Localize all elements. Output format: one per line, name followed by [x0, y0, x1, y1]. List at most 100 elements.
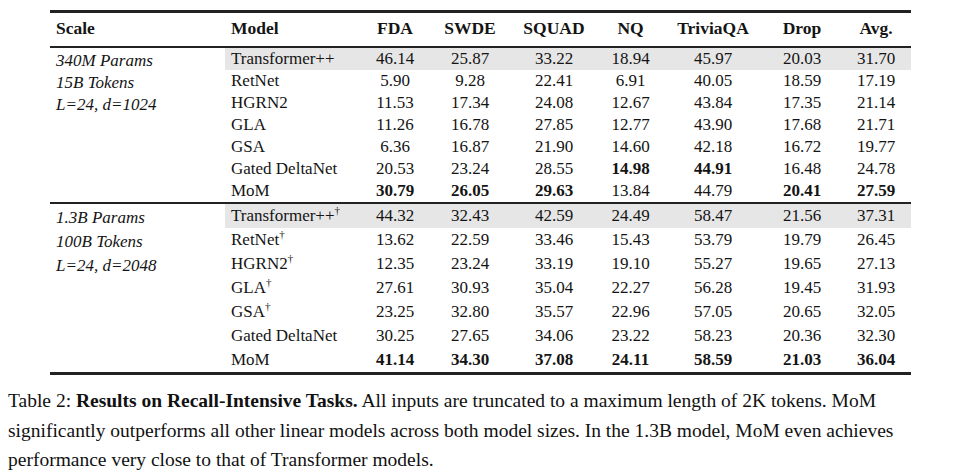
dagger-icon: †	[335, 204, 341, 216]
metric-value: 58.23	[663, 324, 763, 348]
metric-value: 21.14	[841, 92, 911, 114]
metric-value: 20.03	[763, 47, 841, 70]
caption-line-1: Table 2: Results on Recall-Intensive Tas…	[8, 386, 958, 416]
metric-value: 20.65	[763, 300, 841, 324]
metric-value: 21.71	[841, 114, 911, 136]
metric-value: 56.28	[663, 276, 763, 300]
results-table-container: ScaleModelFDASWDESQUADNQTriviaQADropAvg.…	[50, 10, 911, 375]
metric-value: 44.32	[360, 203, 430, 228]
metric-value: 24.78	[841, 158, 911, 180]
scale-line: 15B Tokens	[56, 72, 225, 94]
results-table: ScaleModelFDASWDESQUADNQTriviaQADropAvg.…	[50, 10, 911, 375]
metric-value: 5.90	[360, 70, 430, 92]
metric-value: 23.22	[598, 324, 663, 348]
metric-value: 40.05	[663, 70, 763, 92]
metric-value: 25.87	[430, 47, 510, 70]
metric-value: 17.68	[763, 114, 841, 136]
metric-value: 22.41	[510, 70, 598, 92]
dagger-icon: †	[288, 252, 294, 264]
metric-value: 27.59	[841, 180, 911, 203]
metric-value: 31.70	[841, 47, 911, 70]
metric-value: 27.85	[510, 114, 598, 136]
metric-value: 24.49	[598, 203, 663, 228]
scale-cell: 1.3B Params100B TokensL=24, d=2048	[50, 203, 225, 374]
metric-value: 6.36	[360, 136, 430, 158]
scale-line: L=24, d=2048	[56, 254, 225, 278]
metric-value: 17.35	[763, 92, 841, 114]
metric-value: 44.79	[663, 180, 763, 203]
metric-value: 37.31	[841, 203, 911, 228]
metric-value: 13.84	[598, 180, 663, 203]
metric-value: 9.28	[430, 70, 510, 92]
metric-value: 53.79	[663, 228, 763, 252]
model-name: GLA	[225, 114, 360, 136]
metric-value: 32.05	[841, 300, 911, 324]
metric-value: 27.13	[841, 252, 911, 276]
model-name: GSA†	[225, 300, 360, 324]
model-name: Transformer++	[225, 47, 360, 70]
metric-value: 32.30	[841, 324, 911, 348]
metric-value: 42.18	[663, 136, 763, 158]
metric-value: 41.14	[360, 348, 430, 374]
metric-value: 55.27	[663, 252, 763, 276]
metric-value: 45.97	[663, 47, 763, 70]
metric-value: 33.19	[510, 252, 598, 276]
metric-value: 37.08	[510, 348, 598, 374]
metric-value: 24.08	[510, 92, 598, 114]
metric-value: 29.63	[510, 180, 598, 203]
metric-value: 19.79	[763, 228, 841, 252]
table-header: ScaleModelFDASWDESQUADNQTriviaQADropAvg.	[50, 12, 911, 48]
metric-value: 21.03	[763, 348, 841, 374]
metric-value: 12.35	[360, 252, 430, 276]
scale-line: L=24, d=1024	[56, 94, 225, 116]
metric-value: 13.62	[360, 228, 430, 252]
column-header-avg: Avg.	[841, 12, 911, 48]
metric-value: 12.67	[598, 92, 663, 114]
metric-value: 18.59	[763, 70, 841, 92]
metric-value: 27.65	[430, 324, 510, 348]
metric-value: 35.04	[510, 276, 598, 300]
metric-value: 6.91	[598, 70, 663, 92]
column-header-drop: Drop	[763, 12, 841, 48]
metric-value: 19.45	[763, 276, 841, 300]
metric-value: 44.91	[663, 158, 763, 180]
model-name: Gated DeltaNet	[225, 158, 360, 180]
model-name: GLA†	[225, 276, 360, 300]
metric-value: 58.59	[663, 348, 763, 374]
scale-line: 100B Tokens	[56, 230, 225, 254]
metric-value: 33.46	[510, 228, 598, 252]
metric-value: 30.79	[360, 180, 430, 203]
scale-cell: 340M Params15B TokensL=24, d=1024	[50, 47, 225, 203]
metric-value: 30.25	[360, 324, 430, 348]
header-row: ScaleModelFDASWDESQUADNQTriviaQADropAvg.	[50, 12, 911, 48]
metric-value: 26.05	[430, 180, 510, 203]
metric-value: 19.65	[763, 252, 841, 276]
metric-value: 17.19	[841, 70, 911, 92]
metric-value: 16.48	[763, 158, 841, 180]
caption-prefix: Table 2:	[8, 390, 76, 411]
column-header-nq: NQ	[598, 12, 663, 48]
metric-value: 11.53	[360, 92, 430, 114]
model-name: Transformer++†	[225, 203, 360, 228]
column-header-model: Model	[225, 12, 360, 48]
scale-line: 340M Params	[56, 50, 225, 72]
metric-value: 21.56	[763, 203, 841, 228]
table-caption: Table 2: Results on Recall-Intensive Tas…	[8, 386, 958, 473]
metric-value: 21.90	[510, 136, 598, 158]
metric-value: 17.34	[430, 92, 510, 114]
metric-value: 20.53	[360, 158, 430, 180]
caption-text: All inputs are truncated to a maximum le…	[358, 390, 876, 411]
metric-value: 46.14	[360, 47, 430, 70]
metric-value: 23.24	[430, 252, 510, 276]
model-name: RetNet†	[225, 228, 360, 252]
table-row: 340M Params15B TokensL=24, d=1024Transfo…	[50, 47, 911, 70]
metric-value: 14.98	[598, 158, 663, 180]
model-name: MoM	[225, 180, 360, 203]
metric-value: 16.78	[430, 114, 510, 136]
model-name: RetNet	[225, 70, 360, 92]
metric-value: 34.30	[430, 348, 510, 374]
table-row: 1.3B Params100B TokensL=24, d=2048Transf…	[50, 203, 911, 228]
column-header-fda: FDA	[360, 12, 430, 48]
caption-title: Results on Recall-Intensive Tasks.	[76, 390, 358, 411]
metric-value: 19.10	[598, 252, 663, 276]
